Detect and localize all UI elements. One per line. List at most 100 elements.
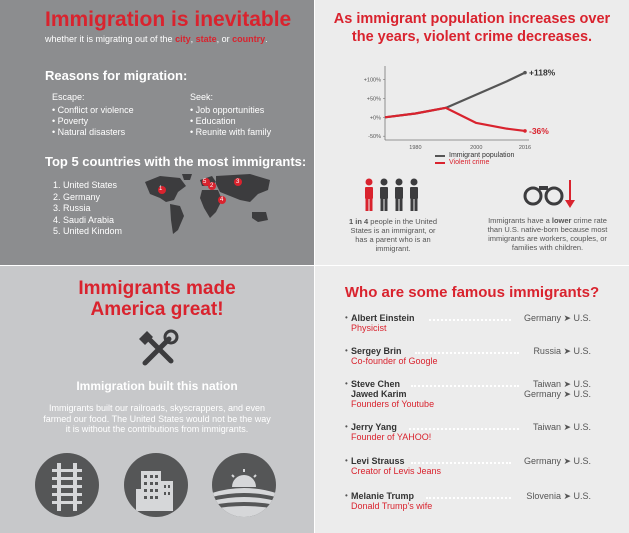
marker-label: 3 [236,179,240,185]
top5-heading: Top 5 countries with the most immigrants… [45,154,307,169]
bullet-icon: • [345,422,348,431]
x-tick-label: 1980 [409,145,421,151]
marker-label: 1 [159,186,163,192]
series-line-immigrant-population [384,71,526,119]
stat-text: Immigrants have a [488,216,552,225]
bullet-icon: • [345,491,348,500]
dotted-leader [429,319,511,321]
legend-label: Immigrant population [449,152,515,159]
legend-swatch [435,161,445,164]
series-end-point [523,129,527,133]
list-item: 1. United States [53,180,118,190]
person-name: Jerry Yang [351,422,397,432]
marker-label: 2 [210,183,214,189]
list-item: • Steve Chen Taiwan ➤ U.S. Jawed Karim G… [345,379,591,409]
panel1-subtitle: whether it is migrating out of the city,… [45,34,268,44]
tools-icon [139,329,179,366]
person-name: Jawed Karim [351,389,407,399]
person-origin: Taiwan ➤ U.S. [532,422,591,432]
panel3-title: Immigrants made America great! [0,278,314,320]
line-chart: +100% +50% +0% -50% 1980 2000 2016 +118% -36% [364,66,556,151]
y-tick-label: -50% [368,134,381,140]
seek-item: • Job opportunities [190,105,265,115]
seek-item: • Reunite with family [190,127,272,137]
stat-strong: 1 in 4 [349,217,369,226]
person-origin: Germany ➤ U.S. [523,456,591,466]
y-tick-label: +0% [370,115,381,121]
legend-item: Violent crime [435,159,514,166]
person-role: Creator of Levis Jeans [351,466,442,476]
map-marker [218,196,226,204]
x-tick-label: 2000 [470,145,482,151]
dotted-leader [411,462,511,464]
map-marker [158,186,166,194]
person-name: Levi Strauss [351,456,405,466]
panel2-title-line: As immigrant population increases over [333,11,611,27]
map-marker [208,182,216,190]
series-line-violent-crime [384,106,526,133]
bullet-icon: • [345,313,348,322]
panel-crime: As immigrant population increases over t… [315,0,629,265]
dotted-leader [409,428,519,430]
list-item: • Albert Einstein Germany ➤ U.S. Physici… [345,313,591,333]
seek-column: Seek: • Job opportunities • Education • … [190,92,271,138]
panel3-body: Immigrants built our railroads, skyscrap… [43,403,271,434]
panel-america-great: Immigrants made America great! Immigrati… [0,266,314,533]
seek-heading: Seek: [190,92,214,102]
person-role: Founder of YAHOO! [351,432,432,442]
handcuffs-icon [523,180,575,208]
escape-item: • Natural disasters [52,127,126,137]
data-label: -36% [529,126,549,136]
series-end-point [523,70,527,75]
person-name: Melanie Trump [351,491,415,501]
bullet-icon: • [345,346,348,355]
panel3-heading: Immigration built this nation [76,379,238,393]
person-role: Physicist [351,323,387,333]
bullet-icon: • [345,379,348,388]
stat-one-in-four: 1 in 4 people in the United States is an… [345,217,441,253]
y-tick-label: +100% [364,77,381,83]
escape-item: • Poverty [52,116,89,126]
people-icon [365,178,418,211]
stat-text: crime rate than U.S. native-born because… [487,216,608,252]
dotted-leader [415,352,519,354]
stat-strong: lower [551,216,572,225]
escape-column: Escape: • Conflict or violence • Poverty… [52,92,134,138]
top5-list: 1. United States 2. Germany 3. Russia 4.… [53,180,122,238]
list-item: • Jerry Yang Taiwan ➤ U.S. Founder of YA… [345,422,591,442]
panel4-title: Who are some famous immigrants? [344,284,600,301]
person-second-row: Jawed Karim Germany ➤ U.S. [351,389,591,399]
subtitle-city: city [175,34,191,44]
person-role: Donald Trump's wife [351,501,433,511]
bullet-icon: • [345,456,348,465]
skyscraper-icon [124,453,188,517]
person-origin: Germany ➤ U.S. [523,313,591,323]
person-name: Sergey Brin [351,346,402,356]
list-item: • Levi Strauss Germany ➤ U.S. Creator of… [345,456,591,476]
dotted-leader [411,385,519,387]
list-item: 4. Saudi Arabia [53,214,115,225]
subtitle-state: state [195,34,217,44]
data-label: +118% [529,68,556,78]
reasons-heading: Reasons for migration: [45,68,188,83]
person-origin: Slovenia ➤ U.S. [526,491,591,501]
person-name: Albert Einstein [351,313,415,323]
panel-famous-immigrants: Who are some famous immigrants? • Albert… [315,266,629,533]
x-tick-label: 2016 [519,145,531,151]
marker-label: 4 [220,197,224,203]
panel3-title-line: America great! [90,299,224,320]
panel2-title: As immigrant population increases over t… [315,10,629,46]
panel-inevitable: Immigration is inevitable whether it is … [0,0,314,265]
subtitle-country: country [232,34,266,44]
map-marker [202,178,210,186]
panel1-title: Immigration is inevitable [45,8,292,31]
y-tick-label: +50% [367,96,381,102]
list-item: 2. Germany [53,191,101,202]
subtitle-end: . [265,34,268,44]
list-item: 3. Russia [53,203,91,213]
escape-item: • Conflict or violence [52,105,134,115]
subtitle-sep: , [190,34,196,44]
person-role: Founders of Youtube [351,399,435,409]
panel3-title-line: Immigrants made [78,278,236,299]
farm-field-icon [212,453,276,517]
